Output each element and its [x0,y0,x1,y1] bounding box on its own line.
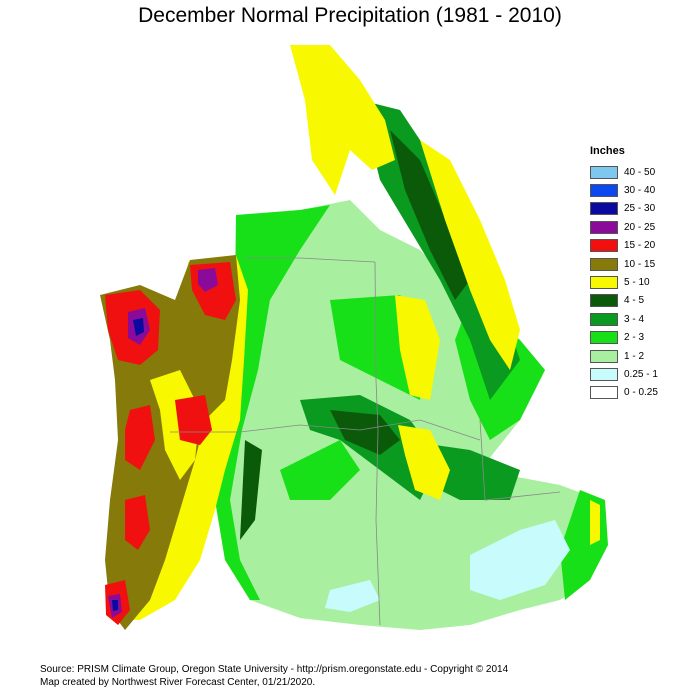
legend-label: 0.25 - 1 [624,368,658,380]
source-credit: Source: PRISM Climate Group, Oregon Stat… [40,664,509,675]
region-4-5 [240,440,262,540]
map-title: December Normal Precipitation (1981 - 20… [138,4,562,27]
legend-label: 4 - 5 [624,295,645,307]
region-5-10 [395,295,440,400]
region-2-3 [280,440,360,500]
region-5-10 [290,45,395,195]
legend-label: 10 - 15 [624,258,656,270]
region-025-1 [470,520,570,600]
state-boundaries [170,257,561,626]
legend-swatch [590,294,618,308]
region-5-10 [590,500,600,545]
legend-label: 0 - 0.25 [624,387,658,399]
legend-label: 2 - 3 [624,332,645,344]
legend-title: Inches [590,145,625,157]
legend-item: 4 - 5 [590,292,690,310]
legend-swatch [590,349,618,363]
legend-item: 30 - 40 [590,181,690,199]
region-5-10 [420,140,520,370]
legend-item: 1 - 2 [590,347,690,365]
legend-item: 20 - 25 [590,218,690,236]
region-4-5 [330,410,400,455]
legend-swatch [590,202,618,216]
legend-swatch [590,165,618,179]
legend-item: 2 - 3 [590,329,690,347]
legend-item: 5 - 10 [590,273,690,291]
legend-label: 1 - 2 [624,350,645,362]
region-15-20 [175,395,212,445]
legend-swatch [590,276,618,290]
region-25-30 [112,600,118,611]
legend-item: 40 - 50 [590,163,690,181]
legend-swatch [590,386,618,400]
region-15-20 [125,405,155,470]
legend-swatch [590,220,618,234]
legend-label: 3 - 4 [624,313,645,325]
region-15-20 [125,495,150,550]
legend-label: 20 - 25 [624,221,656,233]
legend-label: 5 - 10 [624,277,650,289]
legend-swatch [590,367,618,381]
map-credit: Map created by Northwest River Forecast … [40,677,316,688]
region-1-2 [215,200,605,630]
region-20-25 [198,268,218,292]
region-025-1 [325,580,380,612]
legend-label: 25 - 30 [624,203,656,215]
legend: Inches 40 - 50 30 - 40 25 - 30 20 - 25 15 - … [590,145,690,402]
region-5-10 [150,370,200,480]
region-4-5 [390,130,470,300]
legend-item: 0 - 0.25 [590,384,690,402]
legend-swatch [590,184,618,198]
legend-item: 10 - 15 [590,255,690,273]
legend-swatch [590,239,618,253]
region-5-10 [398,425,450,500]
legend-item: 15 - 20 [590,237,690,255]
legend-label: 15 - 20 [624,240,656,252]
legend-swatch [590,312,618,326]
footer: Source: PRISM Climate Group, Oregon Stat… [40,663,508,689]
legend-label: 40 - 50 [624,166,656,178]
legend-item: 25 - 30 [590,200,690,218]
legend-swatch [590,331,618,345]
legend-swatch [590,257,618,271]
legend-label: 30 - 40 [624,185,656,197]
legend-item: 0.25 - 1 [590,365,690,383]
legend-item: 3 - 4 [590,310,690,328]
region-25-30 [133,318,144,336]
